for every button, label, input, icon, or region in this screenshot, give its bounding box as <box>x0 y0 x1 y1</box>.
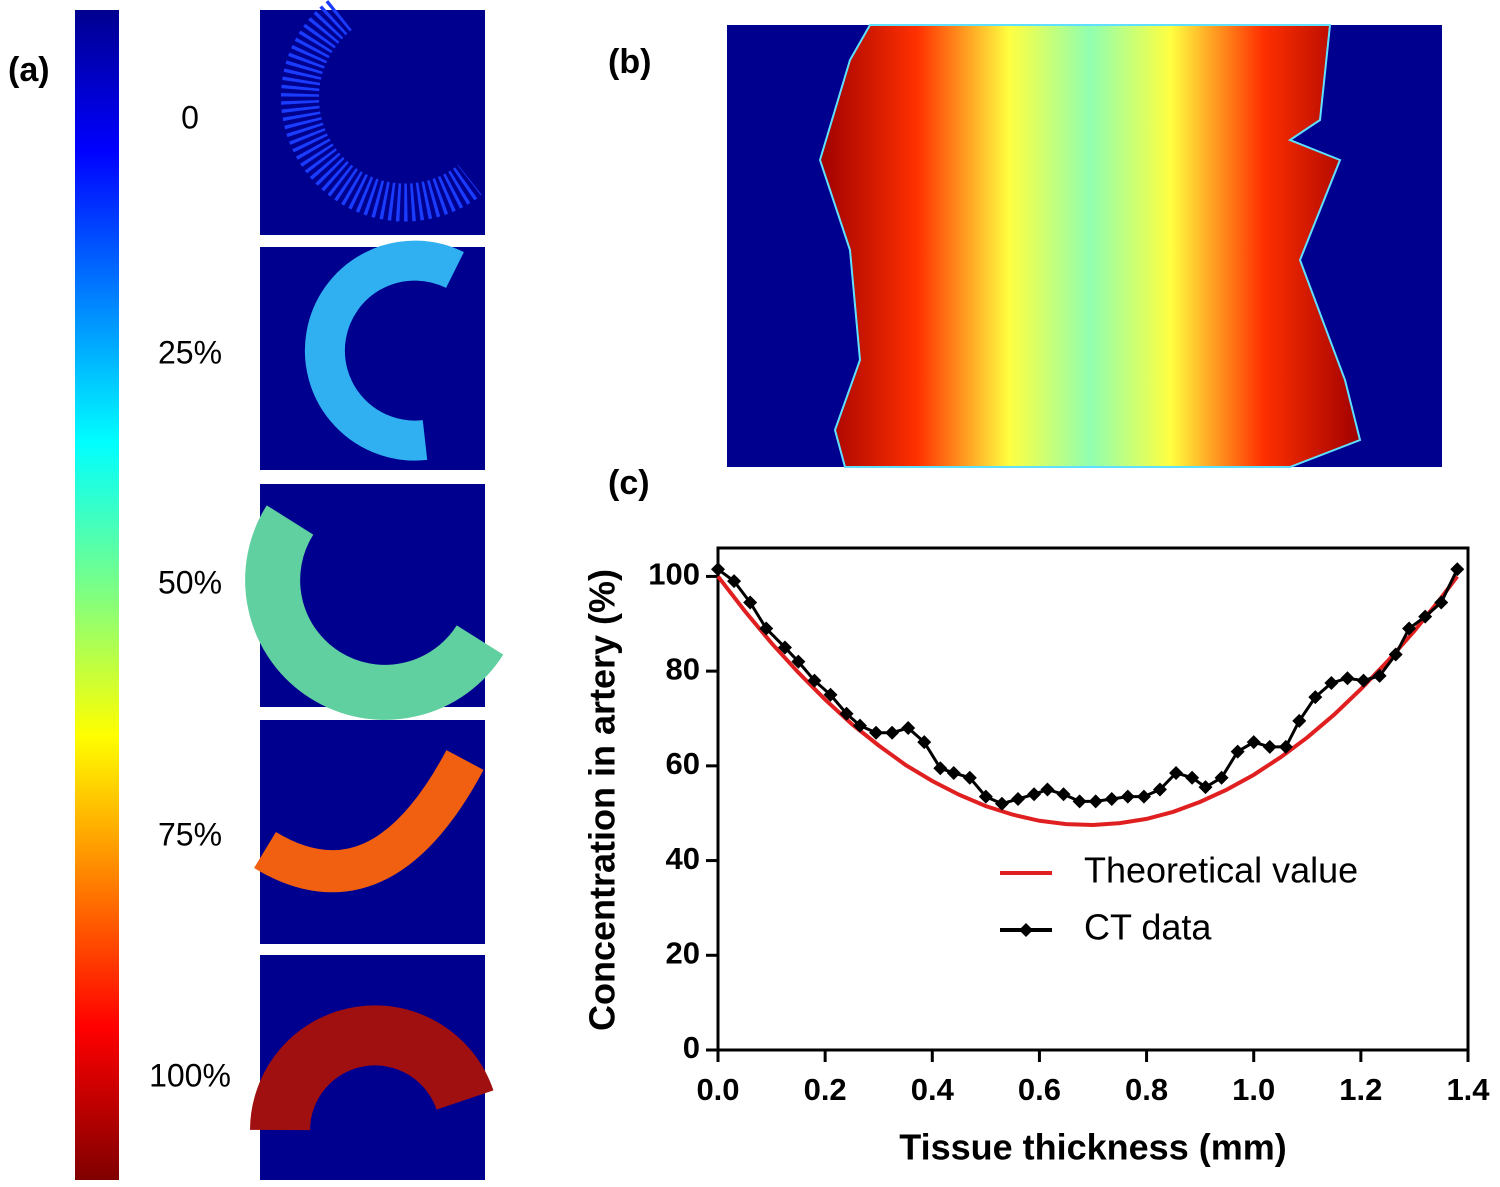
data-point <box>994 796 1009 811</box>
data-point <box>727 574 742 589</box>
x-tick-label: 1.4 <box>1446 1072 1490 1107</box>
y-tick-label: 80 <box>666 651 700 686</box>
y-tick-label: 20 <box>666 935 700 970</box>
heatmap-band <box>818 24 1362 468</box>
x-tick-label: 0.4 <box>911 1072 955 1107</box>
data-point <box>1450 562 1465 577</box>
data-point <box>791 654 806 669</box>
data-point <box>1214 770 1229 785</box>
panel-label: (b) <box>608 43 651 81</box>
data-point <box>962 770 977 785</box>
y-tick-label: 60 <box>666 746 700 781</box>
data-point <box>933 761 948 776</box>
x-tick-label: 0.2 <box>804 1072 847 1107</box>
colorbar-label: 25% <box>158 334 222 370</box>
colorbar-label: 0 <box>181 99 199 135</box>
data-point <box>743 595 758 610</box>
data-line <box>716 575 1459 828</box>
panel-label: (a) <box>8 51 50 89</box>
colorbar-label: 50% <box>158 564 222 600</box>
crescent <box>280 0 482 222</box>
legend-label: CT data <box>1084 907 1212 948</box>
data-point <box>1136 789 1151 804</box>
data-point <box>1056 787 1071 802</box>
x-tick-label: 1.0 <box>1232 1072 1275 1107</box>
y-tick-label: 40 <box>666 841 700 876</box>
data-point <box>1040 782 1055 797</box>
data-point <box>711 562 725 577</box>
data-point <box>978 789 993 804</box>
data-point <box>1169 765 1184 780</box>
y-tick-label: 100 <box>648 557 700 592</box>
data-point <box>1356 673 1371 688</box>
data-point <box>885 725 900 740</box>
colorbar <box>75 10 119 1180</box>
legend-marker <box>1019 923 1033 937</box>
data-point <box>1185 770 1200 785</box>
data-point <box>1340 671 1355 686</box>
y-axis-label: Concentration in artery (%) <box>582 569 623 1031</box>
data-point <box>1388 647 1403 662</box>
data-point <box>839 706 854 721</box>
data-point <box>1120 789 1135 804</box>
legend-label: Theoretical value <box>1084 850 1358 891</box>
x-axis-label: Tissue thickness (mm) <box>899 1127 1286 1168</box>
data-point <box>1434 595 1449 610</box>
data-point <box>1308 690 1323 705</box>
plot-frame <box>716 546 1470 1052</box>
data-point <box>917 735 932 750</box>
data-point <box>901 720 916 735</box>
data-point <box>1262 739 1277 754</box>
data-point <box>1418 609 1433 624</box>
y-tick-label: 0 <box>683 1030 700 1065</box>
data-point <box>1278 739 1293 754</box>
data-point <box>1104 792 1119 806</box>
data-point <box>807 673 822 688</box>
data-point <box>1230 744 1245 759</box>
data-point <box>1152 782 1167 797</box>
panel-label: (c) <box>608 464 650 502</box>
data-point <box>1402 621 1417 636</box>
data-point <box>1072 794 1087 809</box>
x-tick-label: 0.6 <box>1018 1072 1061 1107</box>
cross-sections <box>245 0 504 1180</box>
data-point <box>1246 735 1261 750</box>
data-point <box>1372 668 1387 683</box>
data-line <box>717 568 1459 806</box>
colorbar-label: 100% <box>149 1057 231 1093</box>
x-tick-label: 0.8 <box>1125 1072 1168 1107</box>
data-point <box>1324 675 1339 690</box>
data-point <box>759 621 774 636</box>
data-point <box>1198 780 1213 795</box>
x-tick-label: 0.0 <box>696 1072 739 1107</box>
x-tick-label: 1.2 <box>1339 1072 1382 1107</box>
crescent <box>304 240 464 461</box>
data-point <box>869 725 884 740</box>
data-point <box>852 718 867 733</box>
data-point <box>1027 787 1042 802</box>
data-point <box>946 765 961 780</box>
data-point <box>777 640 792 655</box>
data-point <box>1292 713 1307 728</box>
data-point <box>823 687 838 702</box>
crescent <box>250 1005 494 1132</box>
colorbar-label: 75% <box>158 816 222 852</box>
crescent <box>245 505 504 720</box>
data-point <box>1088 794 1103 809</box>
data-point <box>1011 792 1025 806</box>
crescent <box>254 750 484 893</box>
